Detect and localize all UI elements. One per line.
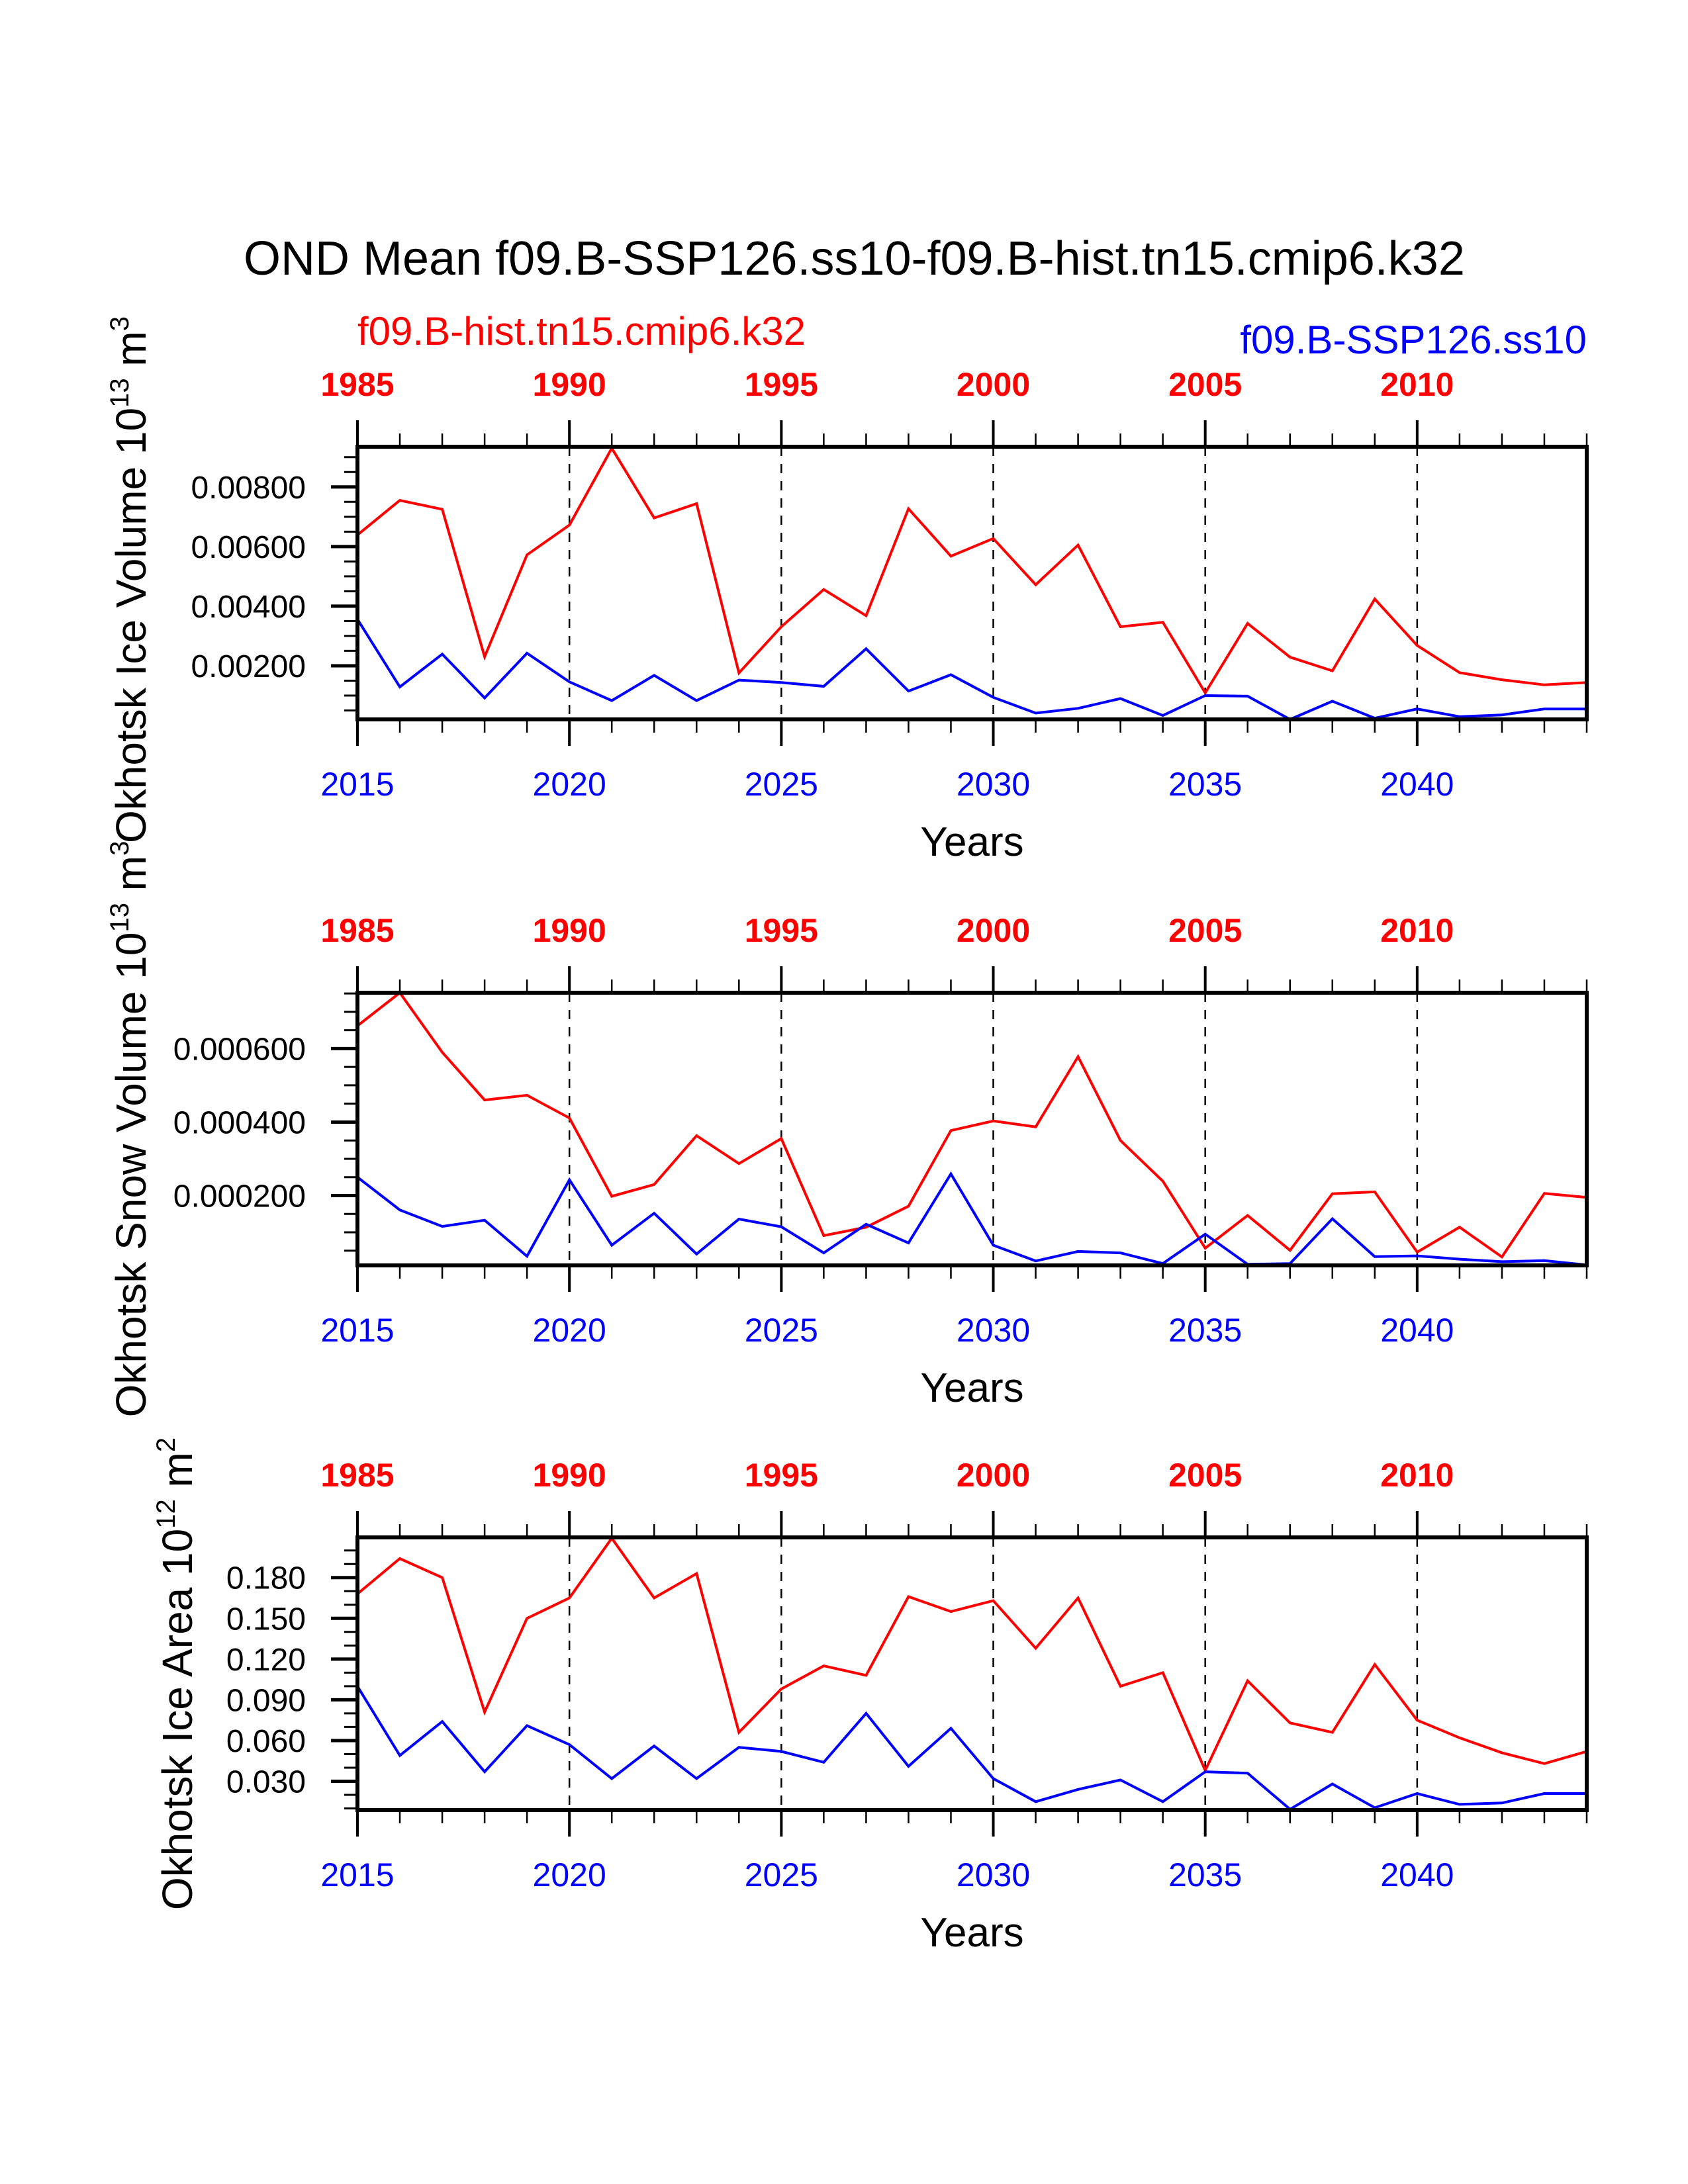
x-bottom-tick-label: 2040	[1380, 766, 1454, 803]
legend-right-label: f09.B-SSP126.ss10	[1240, 318, 1587, 362]
x-top-tick-label: 2005	[1168, 912, 1242, 949]
x-top-tick-label: 2000	[957, 1457, 1030, 1494]
y-tick-label: 0.00200	[191, 649, 306, 684]
x-bottom-tick-label: 2035	[1168, 766, 1242, 803]
x-bottom-tick-label: 2025	[745, 1856, 818, 1893]
x-axis-label: Years	[920, 819, 1023, 865]
y-tick-label: 0.00600	[191, 530, 306, 565]
x-bottom-tick-label: 2015	[320, 1856, 394, 1893]
x-bottom-tick-label: 2030	[957, 766, 1030, 803]
y-tick-label: 0.180	[226, 1561, 306, 1596]
x-bottom-tick-label: 2030	[957, 1312, 1030, 1349]
x-top-tick-label: 1985	[320, 1457, 394, 1494]
y-tick-label: 0.000400	[173, 1105, 306, 1140]
x-top-tick-label: 2010	[1380, 912, 1454, 949]
y-tick-label: 0.000600	[173, 1032, 306, 1067]
plot-frame	[355, 991, 1589, 1267]
y-axis-label: Okhotsk Ice Area 1012 m2	[152, 1437, 201, 1910]
y-tick-label: 0.030	[226, 1765, 306, 1800]
x-top-tick-label: 2010	[1380, 366, 1454, 403]
series-line-ssp126	[356, 618, 1587, 721]
x-bottom-tick-label: 2020	[533, 1312, 606, 1349]
series-line-hist	[356, 1535, 1587, 1774]
x-bottom-tick-label: 2035	[1168, 1312, 1242, 1349]
x-top-tick-label: 1995	[745, 912, 818, 949]
x-axis-label: Years	[920, 1365, 1023, 1411]
x-bottom-tick-label: 2020	[533, 766, 606, 803]
chart-title: OND Mean f09.B-SSP126.ss10-f09.B-hist.tn…	[244, 232, 1465, 285]
y-tick-label: 0.000200	[173, 1179, 306, 1214]
x-top-tick-label: 1985	[320, 912, 394, 949]
x-top-tick-label: 1995	[745, 1457, 818, 1494]
y-tick-label: 0.060	[226, 1724, 306, 1759]
series-line-hist	[356, 991, 1587, 1259]
plot-frame	[355, 1535, 1589, 1812]
panel-1: 2015 2020 2025 2030 2035 2040 1985 1990 1995 2000…	[105, 316, 1589, 865]
y-tick-label: 0.150	[226, 1602, 306, 1637]
x-top-tick-label: 1990	[533, 366, 606, 403]
x-top-tick-label: 2005	[1168, 366, 1242, 403]
y-axis-label: Okhotsk Snow Volume 1013 m3	[105, 841, 155, 1418]
y-tick-label: 0.090	[226, 1683, 306, 1718]
x-bottom-tick-label: 2025	[745, 766, 818, 803]
x-top-tick-label: 1990	[533, 1457, 606, 1494]
y-axis-label: Okhotsk Ice Volume 1013 m3	[105, 316, 155, 843]
panels-group: 2015 2020 2025 2030 2035 2040 1985 1990 1995 2000…	[105, 316, 1589, 1956]
x-top-tick-label: 2005	[1168, 1457, 1242, 1494]
y-tick-label: 0.00800	[191, 471, 306, 506]
x-top-tick-label: 1985	[320, 366, 394, 403]
x-top-tick-label: 2000	[957, 912, 1030, 949]
x-bottom-tick-label: 2015	[320, 1312, 394, 1349]
legend-left-label: f09.B-hist.tn15.cmip6.k32	[357, 309, 806, 353]
y-tick-label: 0.120	[226, 1643, 306, 1678]
x-top-tick-label: 2010	[1380, 1457, 1454, 1494]
series-line-ssp126	[356, 1685, 1587, 1811]
x-axis-label: Years	[920, 1910, 1023, 1956]
x-bottom-tick-label: 2020	[533, 1856, 606, 1893]
x-bottom-tick-label: 2025	[745, 1312, 818, 1349]
x-top-tick-label: 2000	[957, 366, 1030, 403]
series-line-ssp126	[356, 1171, 1587, 1267]
x-bottom-tick-label: 2030	[957, 1856, 1030, 1893]
x-bottom-tick-label: 2040	[1380, 1856, 1454, 1893]
y-tick-label: 0.00400	[191, 590, 306, 625]
panel-3: 2015 2020 2025 2030 2035 2040 1985 1990 1995 2000…	[152, 1437, 1589, 1956]
x-top-tick-label: 1990	[533, 912, 606, 949]
plot-frame	[355, 445, 1589, 721]
x-bottom-tick-label: 2040	[1380, 1312, 1454, 1349]
x-top-tick-label: 1995	[745, 366, 818, 403]
series-line-hist	[356, 445, 1587, 696]
panel-2: 2015 2020 2025 2030 2035 2040 1985 1990 1995 2000…	[105, 841, 1589, 1418]
x-bottom-tick-label: 2015	[320, 766, 394, 803]
x-bottom-tick-label: 2035	[1168, 1856, 1242, 1893]
